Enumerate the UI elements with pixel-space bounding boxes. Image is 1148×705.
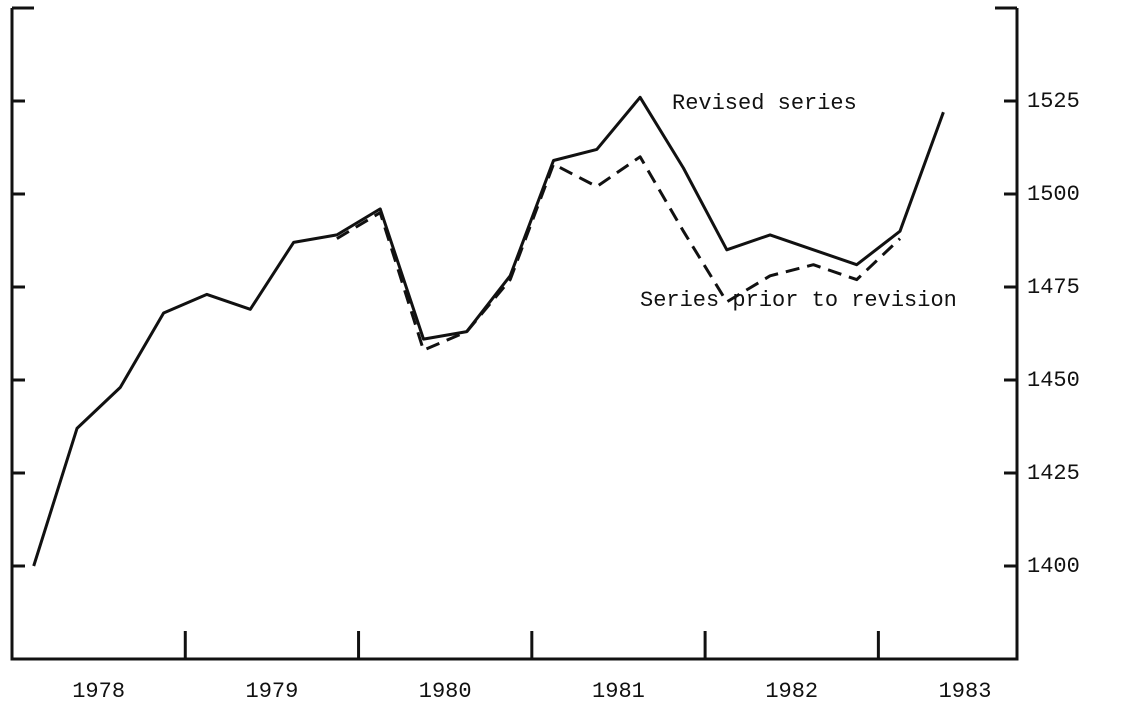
y-tick-label: 1400 bbox=[1027, 554, 1080, 579]
y-tick-label: 1500 bbox=[1027, 182, 1080, 207]
x-tick-label: 1979 bbox=[246, 679, 299, 704]
series-line bbox=[336, 155, 902, 352]
y-tick-label: 1425 bbox=[1027, 461, 1080, 486]
y-tick-label: 1525 bbox=[1027, 89, 1080, 114]
x-tick-label: 1980 bbox=[419, 679, 472, 704]
series-label: Series prior to revision bbox=[640, 288, 957, 313]
y-tick-label: 1475 bbox=[1027, 275, 1080, 300]
x-tick-label: 1982 bbox=[765, 679, 818, 704]
series-line bbox=[32, 95, 945, 567]
axis-frame bbox=[10, 8, 1019, 661]
series-label: Revised series bbox=[672, 91, 857, 116]
y-tick-label: 1450 bbox=[1027, 368, 1080, 393]
x-tick-label: 1981 bbox=[592, 679, 645, 704]
x-tick-label: 1983 bbox=[939, 679, 992, 704]
x-tick-label: 1978 bbox=[72, 679, 125, 704]
